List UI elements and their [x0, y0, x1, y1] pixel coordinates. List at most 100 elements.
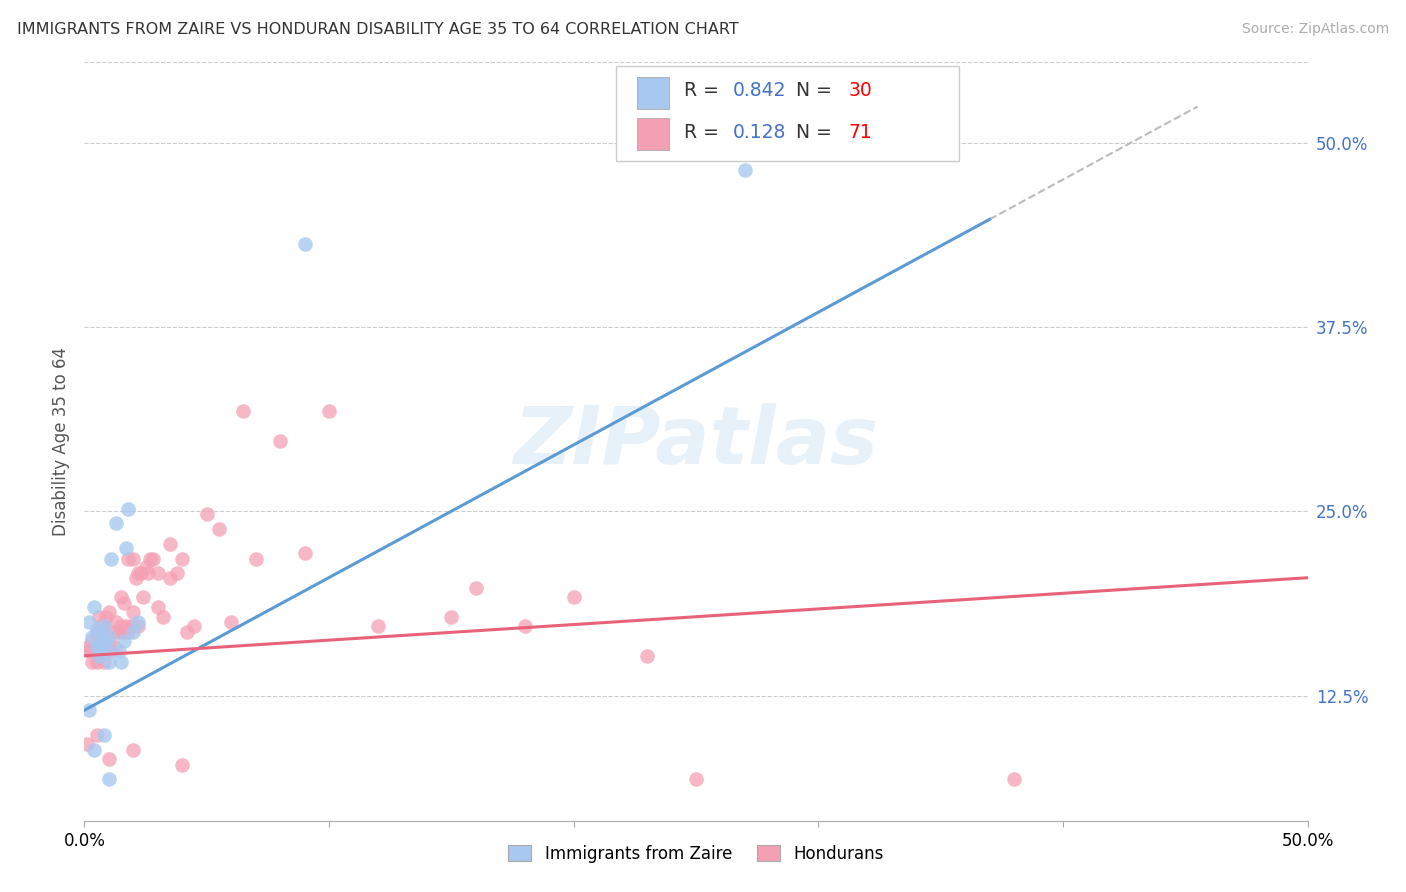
Point — [159, 537, 181, 551]
Text: N =: N = — [796, 123, 838, 143]
Point — [83, 743, 105, 757]
Point — [142, 551, 165, 566]
Point — [86, 728, 108, 742]
Point — [93, 619, 115, 633]
Point — [122, 605, 145, 619]
Point — [176, 625, 198, 640]
Point — [127, 566, 149, 581]
Point — [100, 644, 122, 658]
Point — [152, 610, 174, 624]
Point — [97, 752, 120, 766]
Point — [127, 619, 149, 633]
Text: N =: N = — [796, 81, 838, 101]
Point — [77, 703, 100, 717]
Point — [83, 644, 105, 658]
Point — [513, 619, 536, 633]
Text: ZIPatlas: ZIPatlas — [513, 402, 879, 481]
FancyBboxPatch shape — [616, 66, 959, 161]
Point — [105, 615, 128, 629]
Point — [294, 546, 316, 560]
Point — [76, 640, 98, 654]
Point — [112, 625, 135, 640]
Point — [183, 619, 205, 633]
Text: 0.842: 0.842 — [733, 81, 786, 101]
Point — [172, 551, 194, 566]
Point — [87, 610, 110, 624]
Text: Source: ZipAtlas.com: Source: ZipAtlas.com — [1241, 22, 1389, 37]
Legend: Immigrants from Zaire, Hondurans: Immigrants from Zaire, Hondurans — [502, 838, 890, 869]
Text: R =: R = — [683, 123, 724, 143]
Point — [97, 772, 120, 787]
Point — [440, 610, 463, 624]
Point — [97, 655, 120, 669]
Point — [166, 566, 188, 581]
Point — [219, 615, 242, 629]
Point — [110, 655, 132, 669]
Point — [115, 619, 138, 633]
Y-axis label: Disability Age 35 to 64: Disability Age 35 to 64 — [52, 347, 70, 536]
Point — [734, 162, 756, 177]
Point — [1002, 772, 1025, 787]
Point — [112, 634, 135, 648]
Point — [294, 236, 316, 251]
Point — [117, 551, 139, 566]
Point — [96, 640, 118, 654]
Point — [117, 625, 139, 640]
Point — [86, 622, 108, 636]
Point — [90, 640, 112, 654]
Point — [112, 596, 135, 610]
FancyBboxPatch shape — [637, 119, 669, 150]
Point — [685, 772, 707, 787]
Point — [86, 640, 108, 654]
Point — [97, 605, 120, 619]
Point — [120, 619, 142, 633]
Point — [87, 637, 110, 651]
Point — [80, 634, 103, 648]
Point — [115, 541, 138, 556]
Point — [232, 404, 254, 418]
Point — [110, 590, 132, 604]
Point — [636, 648, 658, 663]
Point — [269, 434, 291, 448]
Point — [129, 566, 152, 581]
Text: IMMIGRANTS FROM ZAIRE VS HONDURAN DISABILITY AGE 35 TO 64 CORRELATION CHART: IMMIGRANTS FROM ZAIRE VS HONDURAN DISABI… — [17, 22, 738, 37]
Point — [122, 551, 145, 566]
Point — [464, 581, 486, 595]
Point — [132, 590, 155, 604]
Point — [90, 644, 112, 658]
Point — [97, 630, 120, 644]
Point — [87, 625, 110, 640]
Point — [77, 615, 100, 629]
Point — [208, 522, 231, 536]
Text: 30: 30 — [849, 81, 873, 101]
Point — [90, 644, 112, 658]
Text: 0.128: 0.128 — [733, 123, 786, 143]
Point — [96, 640, 118, 654]
Point — [93, 655, 115, 669]
Point — [127, 615, 149, 629]
Point — [136, 566, 159, 581]
Point — [117, 501, 139, 516]
Point — [93, 619, 115, 633]
Point — [172, 757, 194, 772]
Text: R =: R = — [683, 81, 724, 101]
Point — [86, 625, 108, 640]
Point — [80, 630, 103, 644]
Point — [318, 404, 340, 418]
Point — [367, 619, 389, 633]
Point — [195, 508, 218, 522]
Point — [83, 600, 105, 615]
Point — [97, 634, 120, 648]
Text: 71: 71 — [849, 123, 873, 143]
Point — [96, 610, 118, 624]
Point — [87, 648, 110, 663]
Point — [105, 516, 128, 531]
Point — [122, 743, 145, 757]
Point — [562, 590, 585, 604]
Point — [146, 600, 169, 615]
Point — [93, 634, 115, 648]
Point — [139, 551, 162, 566]
Point — [107, 644, 129, 658]
Point — [77, 644, 100, 658]
Point — [146, 566, 169, 581]
